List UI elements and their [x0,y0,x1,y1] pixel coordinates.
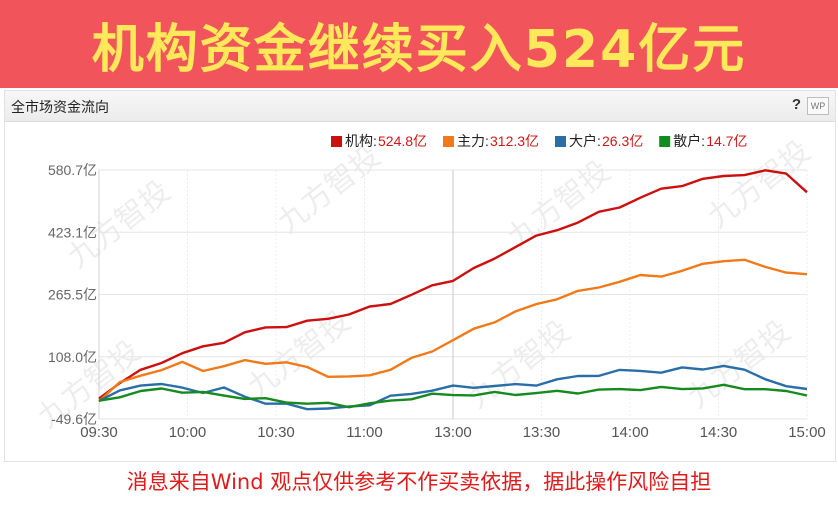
watermark-text: 九方智投 [272,140,387,240]
x-tick-label: 14:30 [700,424,738,441]
series-line-3 [98,383,808,409]
x-tick-label: 15:00 [788,424,826,441]
series-line-2 [98,364,808,411]
legend-value: 26.3亿 [602,133,643,149]
legend-value: 312.3亿 [490,133,539,149]
x-tick-label: 10:30 [257,424,295,441]
help-icon[interactable]: ? [791,96,801,113]
y-tick-label: 423.1亿 [48,224,97,240]
x-tick-label: 13:00 [434,424,472,441]
wp-icon[interactable]: WP [807,97,829,115]
x-tick-label: 14:00 [611,424,649,441]
x-tick-label: 11:00 [346,424,382,441]
y-tick-label: 108.0亿 [48,349,97,365]
disclaimer-text: 消息来自Wind 观点仅供参考不作买卖依据，据此操作风险自担 [126,470,712,494]
legend-swatch [443,136,454,147]
legend-name: 散户: [673,133,705,149]
series-line-1 [98,258,808,403]
watermark-text: 九方智投 [682,315,797,415]
y-tick-label: 580.7亿 [48,162,97,178]
headline-banner: 机构资金继续买入524亿元 [0,0,838,88]
legend-value: 14.7亿 [706,133,747,149]
series-line-0 [98,169,808,400]
watermark-text: 九方智投 [242,305,357,405]
legend-swatch [555,136,566,147]
legend-value: 524.8亿 [378,133,427,149]
legend-name: 机构: [345,133,377,149]
legend-swatch [659,136,671,147]
legend-name: 主力: [457,133,489,149]
legend-name: 大户: [569,133,601,149]
x-tick-label: 10:00 [169,424,207,441]
fund-flow-panel: 全市场资金流向 ? WP 九方智投 九方智投 九方智投 九方智投 九方智投 九方智投 九方智… [4,90,836,462]
panel-title: 全市场资金流向 [11,99,109,115]
watermark-text: 九方智投 [462,315,577,415]
x-tick-label: 09:30 [80,424,118,441]
x-tick-label: 13:30 [523,424,561,441]
y-tick-label: -49.6亿 [51,411,97,427]
legend-swatch [331,136,342,147]
headline-title: 机构资金继续买入524亿元 [91,19,747,80]
y-tick-label: 265.5亿 [48,287,97,303]
disclaimer: 消息来自Wind 观点仅供参考不作买卖依据，据此操作风险自担 [0,466,838,502]
panel-header: 全市场资金流向 ? WP [5,91,835,122]
